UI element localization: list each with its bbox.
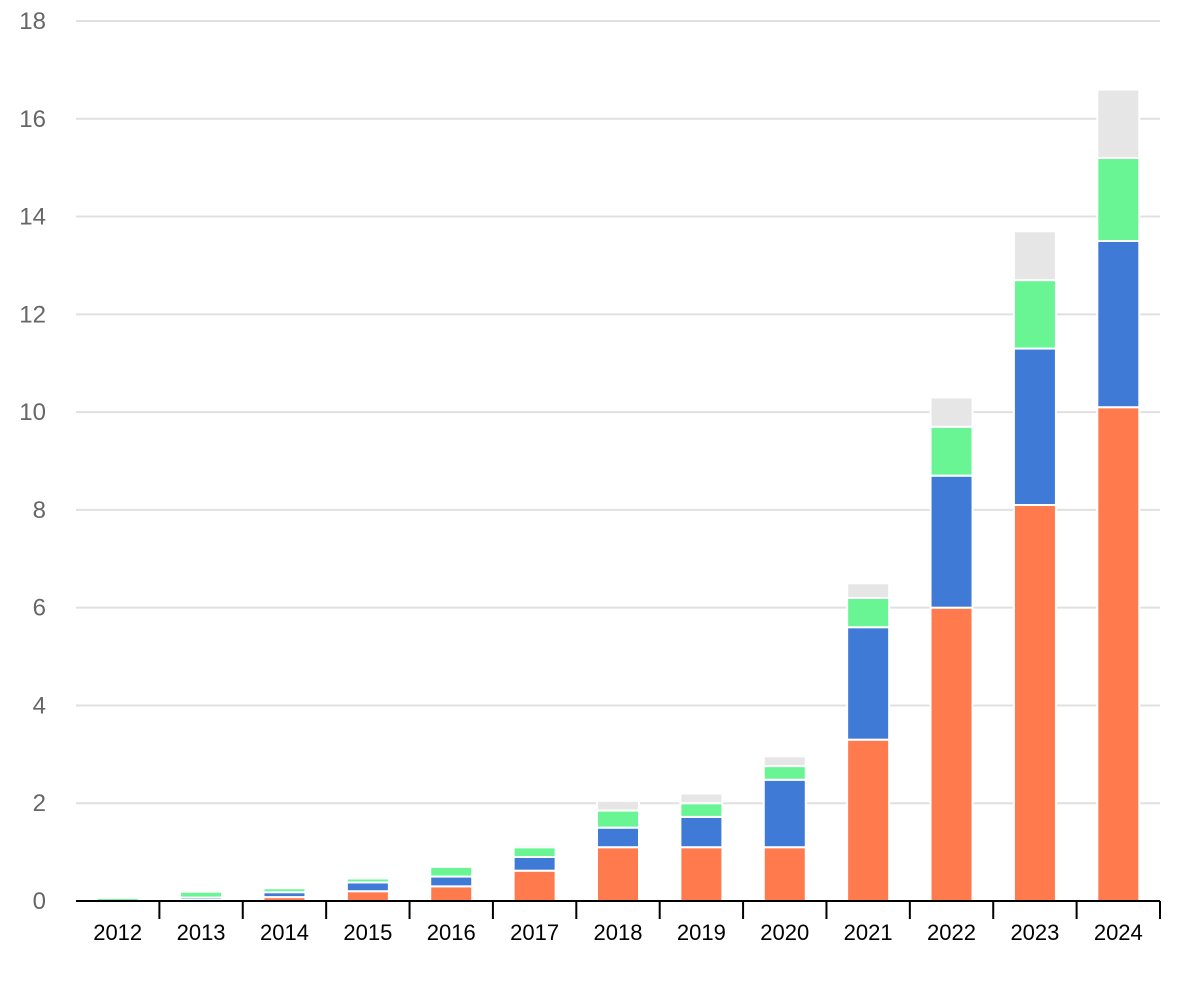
x-tick-label: 2020 <box>760 920 809 945</box>
bar-2022-series-4 <box>929 396 974 428</box>
bar-2022-series-1 <box>929 606 974 903</box>
y-tick-label: 2 <box>33 790 46 817</box>
bar-2024-series-1 <box>1096 406 1141 902</box>
y-tick-label: 10 <box>19 399 46 426</box>
x-tick-label: 2014 <box>260 920 309 945</box>
bar-2023-series-3 <box>1012 279 1057 350</box>
y-tick-label: 0 <box>33 888 46 915</box>
bar-2022-series-3 <box>929 425 974 477</box>
bar-2023-series-4 <box>1012 230 1057 282</box>
bar-2015-series-1 <box>345 890 390 903</box>
bars <box>95 88 1141 903</box>
y-tick-label: 16 <box>19 106 46 133</box>
bar-2024-series-4 <box>1096 88 1141 159</box>
x-tick-label: 2017 <box>510 920 559 945</box>
y-tick-label: 4 <box>33 692 46 719</box>
bar-2021-series-4 <box>846 582 891 599</box>
bar-2018-series-1 <box>596 846 640 903</box>
bar-2023-series-2 <box>1012 347 1057 506</box>
bar-2015-series-2 <box>345 881 390 893</box>
bar-2017-series-3 <box>512 846 557 859</box>
bar-2015-series-4 <box>345 876 390 880</box>
y-tick-label: 12 <box>19 301 46 328</box>
x-tick-label: 2015 <box>343 920 392 945</box>
bar-2018-series-4 <box>596 799 640 812</box>
bar-2017-series-2 <box>512 856 557 872</box>
bar-2021-series-2 <box>846 626 891 741</box>
bar-2019-series-3 <box>679 802 724 818</box>
y-tick-label: 14 <box>19 204 46 231</box>
bar-2018-series-3 <box>596 809 640 829</box>
bar-2020-series-1 <box>762 846 807 903</box>
bar-2016-series-1 <box>429 885 474 902</box>
bar-2022-series-2 <box>929 474 974 609</box>
bar-2016-series-2 <box>429 875 474 888</box>
bar-2018-series-2 <box>596 826 640 849</box>
x-tick-label: 2024 <box>1094 920 1143 945</box>
bar-2016-series-4 <box>429 864 474 868</box>
x-tick-label: 2016 <box>427 920 476 945</box>
bar-2023-series-1 <box>1012 504 1057 902</box>
bar-2019-series-4 <box>679 792 724 805</box>
x-axis-labels: 2012 2013 2014 2015 2016 2017 2018 2019 2020 2021… <box>93 920 1143 945</box>
bar-2019-series-1 <box>679 846 724 903</box>
x-tick-label: 2019 <box>677 920 726 945</box>
bar-2014-series-3 <box>262 887 307 894</box>
x-tick-label: 2022 <box>927 920 976 945</box>
grid-lines <box>76 20 1160 805</box>
bar-2024-series-2 <box>1096 240 1141 409</box>
bar-2019-series-2 <box>679 815 724 849</box>
x-tick-label: 2013 <box>177 920 226 945</box>
bar-2016-series-3 <box>429 865 474 878</box>
x-axis <box>76 900 1161 919</box>
bar-2020-series-2 <box>762 778 807 849</box>
bar-2013-series-3 <box>179 890 224 899</box>
y-tick-label: 18 <box>19 8 46 35</box>
x-tick-label: 2012 <box>93 920 142 945</box>
y-tick-label: 8 <box>33 497 46 524</box>
x-tick-label: 2023 <box>1010 920 1059 945</box>
bar-2017-series-1 <box>512 869 557 903</box>
bar-2024-series-3 <box>1096 156 1141 242</box>
y-axis-labels: 0 2 4 6 8 10 12 14 16 18 <box>19 8 46 915</box>
x-tick-label: 2018 <box>594 920 643 945</box>
bar-2017-series-4 <box>512 843 557 849</box>
bar-2021-series-1 <box>846 738 891 903</box>
y-tick-label: 6 <box>33 595 46 622</box>
bar-2021-series-3 <box>846 596 891 629</box>
bar-2020-series-4 <box>762 755 807 768</box>
bar-2020-series-3 <box>762 765 807 781</box>
x-tick-label: 2021 <box>844 920 893 945</box>
